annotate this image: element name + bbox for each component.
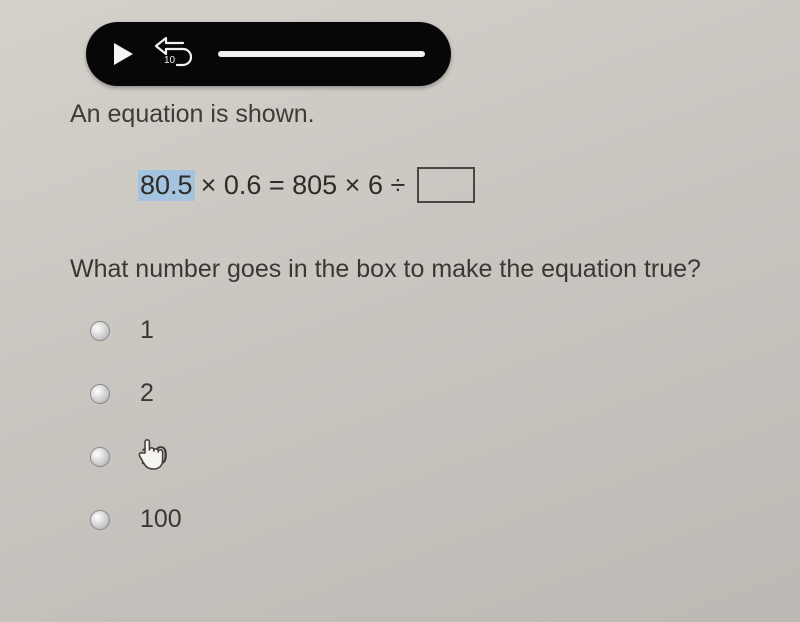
- radio-button[interactable]: [90, 447, 110, 467]
- answer-input-box[interactable]: [417, 167, 475, 203]
- options-group: 1 2 10 100: [90, 316, 760, 534]
- intro-text: An equation is shown.: [70, 100, 760, 129]
- option-row[interactable]: 100: [90, 505, 760, 534]
- rewind-10-icon[interactable]: 10: [152, 37, 192, 71]
- option-label: 1: [140, 316, 154, 345]
- radio-button[interactable]: [90, 510, 110, 530]
- radio-button[interactable]: [90, 384, 110, 404]
- option-row[interactable]: 1: [90, 316, 760, 345]
- play-icon[interactable]: [112, 42, 134, 66]
- option-label: 10: [140, 442, 168, 471]
- rewind-label: 10: [164, 55, 176, 66]
- audio-player: 10: [86, 22, 451, 86]
- question-text: What number goes in the box to make the …: [70, 255, 760, 284]
- equation-rest: × 0.6 = 805 × 6 ÷: [201, 170, 406, 201]
- option-row[interactable]: 10: [90, 442, 760, 471]
- option-row[interactable]: 2: [90, 379, 760, 408]
- option-label: 2: [140, 379, 154, 408]
- equation-highlight: 80.5: [138, 170, 195, 201]
- quiz-page: 10 An equation is shown. 80.5 × 0.6 = 80…: [0, 0, 800, 598]
- radio-button[interactable]: [90, 321, 110, 341]
- equation-display: 80.5 × 0.6 = 805 × 6 ÷: [138, 167, 760, 203]
- option-label: 100: [140, 505, 182, 534]
- audio-progress-track[interactable]: [218, 51, 425, 57]
